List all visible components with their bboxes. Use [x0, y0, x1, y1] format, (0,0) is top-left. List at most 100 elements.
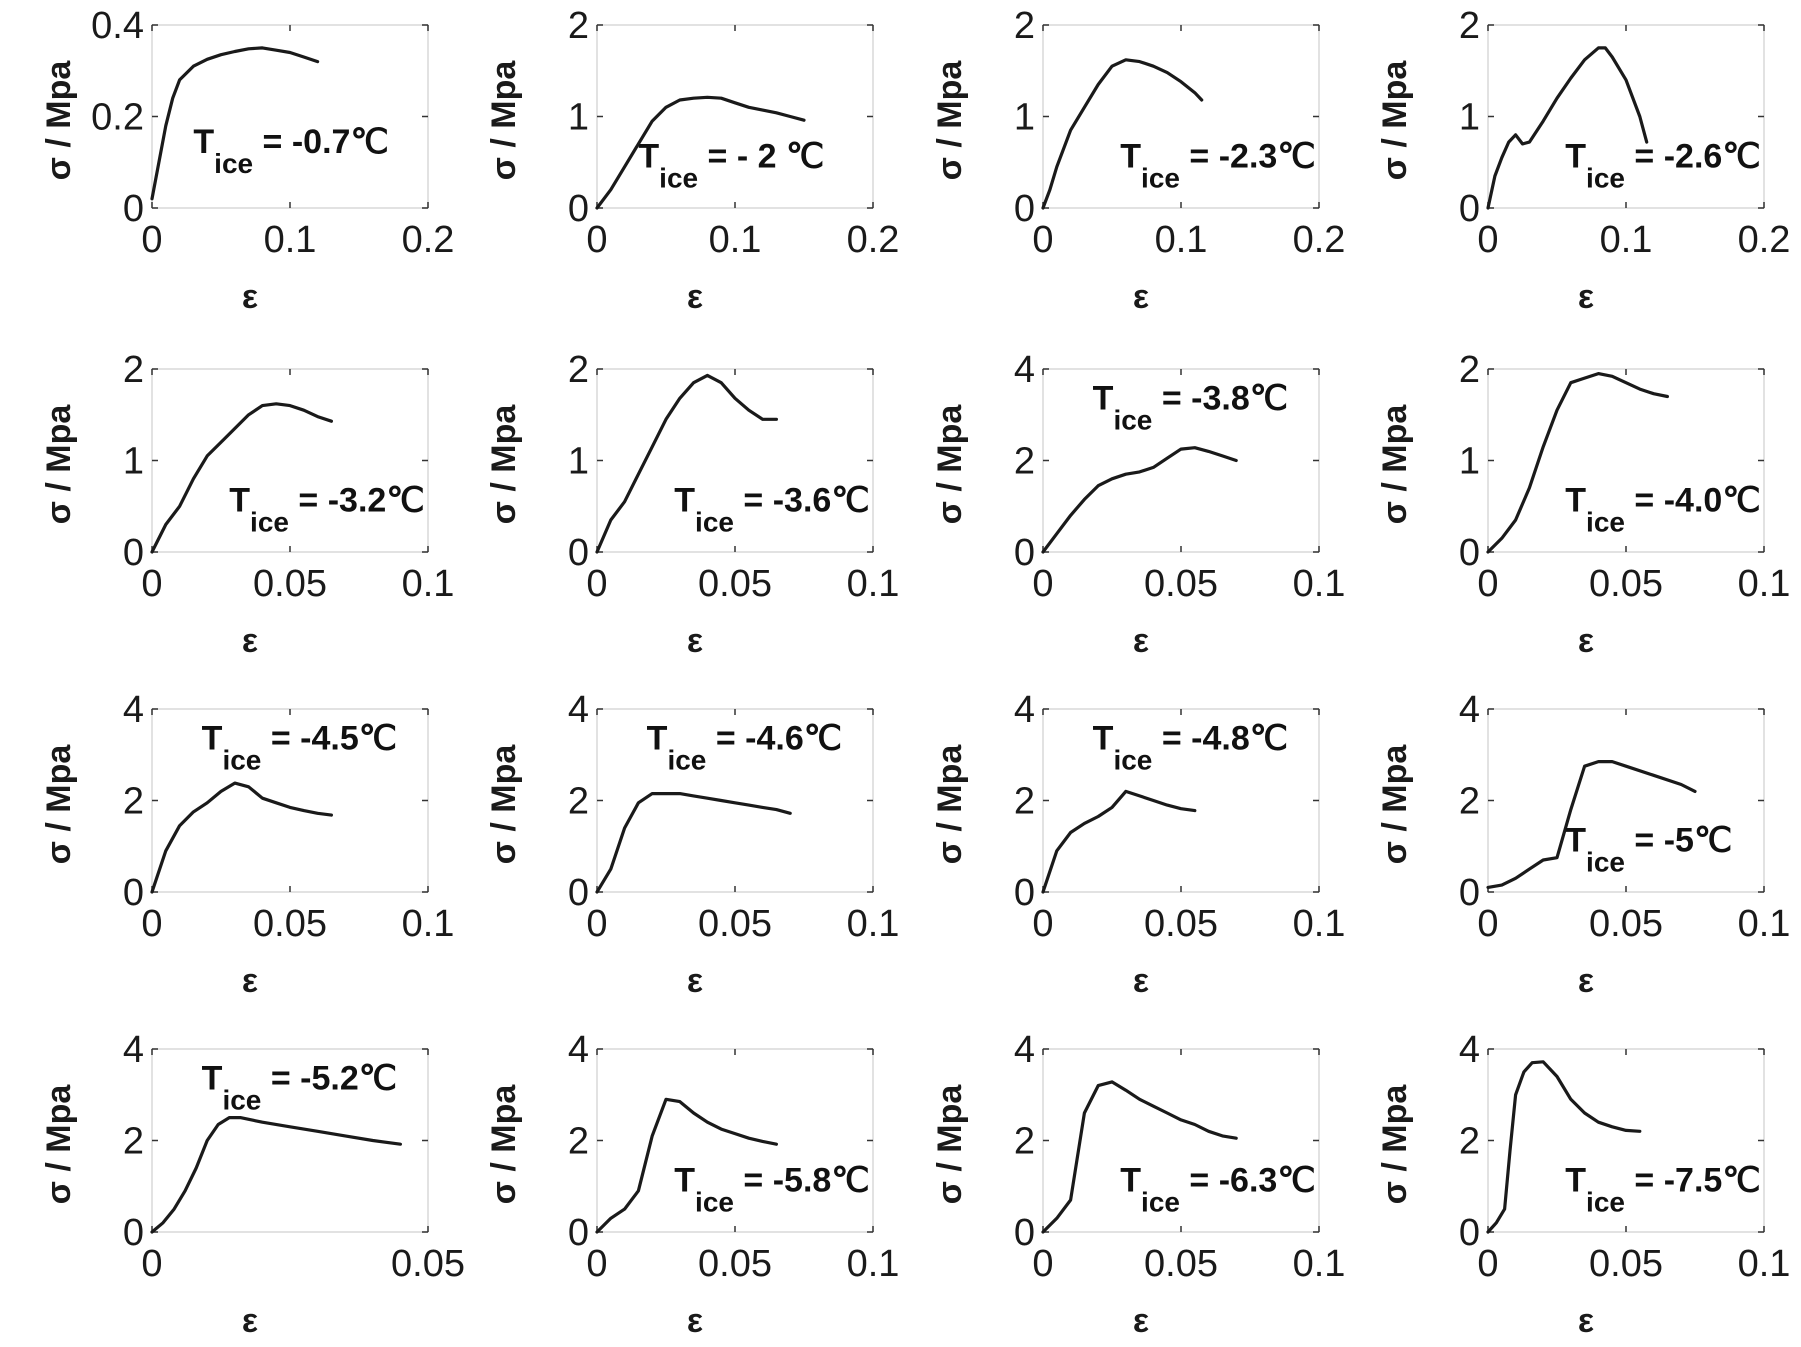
- y-tick-label: 4: [568, 1029, 589, 1071]
- x-tick-label: 0: [141, 1243, 162, 1285]
- x-tick-label: 0: [586, 563, 607, 605]
- y-axis-label: σ / Mpa: [931, 404, 969, 525]
- y-tick-label: 1: [1459, 97, 1480, 139]
- y-tick-label: 0: [1459, 872, 1480, 914]
- y-axis-label: σ / Mpa: [1376, 60, 1414, 181]
- y-tick-label: 2: [568, 1121, 589, 1163]
- y-axis-label: σ / Mpa: [1376, 1084, 1414, 1205]
- annotation-symbol: T: [647, 719, 668, 757]
- x-tick-label: 0: [1477, 219, 1498, 261]
- y-axis-label: σ / Mpa: [485, 744, 523, 865]
- x-tick-label: 0.05: [391, 1243, 465, 1285]
- temperature-annotation: Tice = -2.6℃: [1565, 138, 1760, 194]
- y-tick-label: 2: [1014, 441, 1035, 483]
- annotation-subscript: ice: [222, 1084, 261, 1115]
- x-tick-label: 0.2: [1293, 219, 1346, 261]
- annotation-subscript: ice: [1586, 1187, 1625, 1218]
- annotation-subscript: ice: [214, 148, 253, 179]
- stress-strain-curve: [150, 1115, 402, 1234]
- x-tick-label: 0.2: [402, 219, 455, 261]
- subplot-10: 0 0.05 0.1 0 2 4 ε σ / Mpa Tice = -4.6℃: [485, 689, 899, 1000]
- y-tick-label: 0: [1459, 532, 1480, 574]
- annotation-value: = -4.5℃: [261, 719, 397, 757]
- x-tick-label: 0.1: [1738, 563, 1791, 605]
- annotation-value: = -4.6℃: [706, 719, 842, 757]
- y-tick-label: 0: [1459, 188, 1480, 230]
- y-tick-label: 2: [123, 349, 144, 391]
- y-tick-label: 1: [568, 441, 589, 483]
- y-tick-label: 0: [568, 1212, 589, 1254]
- y-tick-label: 0.4: [91, 5, 144, 47]
- x-tick-label: 0: [586, 903, 607, 945]
- annotation-value: = -7.5℃: [1625, 1162, 1761, 1200]
- y-tick-label: 1: [568, 97, 589, 139]
- subplot-11: 0 0.05 0.1 0 2 4 ε σ / Mpa Tice = -4.8℃: [931, 689, 1345, 1000]
- x-tick-label: 0.1: [402, 563, 455, 605]
- y-axis-label: σ / Mpa: [40, 60, 78, 181]
- subplot-1: 0 0.1 0.2 0 0.2 0.4 ε σ / Mpa Tice = -0.7℃: [40, 5, 454, 316]
- annotation-symbol: T: [229, 482, 250, 520]
- subplot-6: 0 0.05 0.1 0 1 2 ε σ / Mpa Tice = -3.6℃: [485, 349, 899, 660]
- y-tick-label: 4: [568, 689, 589, 731]
- temperature-annotation: Tice = - 2 ℃: [638, 138, 824, 194]
- annotation-value: = -3.8℃: [1152, 379, 1288, 417]
- stress-strain-curve: [1486, 759, 1697, 890]
- temperature-annotation: Tice = -3.6℃: [674, 482, 869, 538]
- subplot-9: 0 0.05 0.1 0 2 4 ε σ / Mpa Tice = -4.5℃: [40, 689, 454, 1000]
- y-tick-label: 0: [1014, 872, 1035, 914]
- y-axis-label: σ / Mpa: [40, 744, 78, 865]
- y-axis-label: σ / Mpa: [485, 404, 523, 525]
- temperature-annotation: Tice = -4.6℃: [647, 719, 842, 775]
- x-tick-label: 0.1: [847, 903, 900, 945]
- x-tick-label: 0: [141, 563, 162, 605]
- temperature-annotation: Tice = -4.8℃: [1093, 719, 1288, 775]
- annotation-subscript: ice: [667, 744, 706, 775]
- annotation-subscript: ice: [1141, 163, 1180, 194]
- temperature-annotation: Tice = -5.8℃: [674, 1162, 869, 1218]
- x-tick-label: 0: [1477, 903, 1498, 945]
- temperature-annotation: Tice = -5℃: [1565, 822, 1732, 878]
- y-tick-label: 0: [123, 1212, 144, 1254]
- x-tick-label: 0.05: [698, 563, 772, 605]
- x-axis-label: ε: [687, 962, 703, 1000]
- annotation-subscript: ice: [1586, 847, 1625, 878]
- y-tick-label: 0: [568, 188, 589, 230]
- x-tick-label: 0.05: [1589, 563, 1663, 605]
- x-axis-label: ε: [242, 278, 258, 316]
- temperature-annotation: Tice = -0.7℃: [193, 123, 388, 179]
- annotation-subscript: ice: [1113, 744, 1152, 775]
- annotation-subscript: ice: [1141, 1187, 1180, 1218]
- annotation-value: = -3.6℃: [734, 482, 870, 520]
- x-axis-label: ε: [1133, 1302, 1149, 1340]
- y-tick-label: 0: [123, 188, 144, 230]
- y-axis-label: σ / Mpa: [931, 60, 969, 181]
- x-axis-label: ε: [1578, 962, 1594, 1000]
- x-tick-label: 0: [1032, 563, 1053, 605]
- subplot-5: 0 0.05 0.1 0 1 2 ε σ / Mpa Tice = -3.2℃: [40, 349, 454, 660]
- y-axis-label: σ / Mpa: [931, 744, 969, 865]
- x-axis-label: ε: [242, 962, 258, 1000]
- plot-frame: [1487, 368, 1765, 553]
- x-tick-label: 0.05: [698, 1243, 772, 1285]
- x-tick-label: 0: [586, 1243, 607, 1285]
- x-axis-label: ε: [1578, 278, 1594, 316]
- y-axis-label: σ / Mpa: [485, 60, 523, 181]
- subplot-16: 0 0.05 0.1 0 2 4 ε σ / Mpa Tice = -7.5℃: [1376, 1029, 1790, 1340]
- x-tick-label: 0.1: [1293, 903, 1346, 945]
- x-tick-label: 0.1: [1293, 1243, 1346, 1285]
- x-tick-label: 0.05: [1144, 563, 1218, 605]
- plot-frame: [151, 368, 429, 553]
- y-tick-label: 4: [1014, 349, 1035, 391]
- annotation-symbol: T: [1120, 1162, 1141, 1200]
- stress-strain-curve: [1486, 372, 1670, 554]
- y-tick-label: 2: [123, 781, 144, 823]
- stress-strain-curve: [150, 402, 333, 554]
- annotation-subscript: ice: [1586, 507, 1625, 538]
- x-axis-label: ε: [1578, 1302, 1594, 1340]
- y-tick-label: 0.2: [91, 97, 144, 139]
- y-tick-label: 1: [1014, 97, 1035, 139]
- annotation-subscript: ice: [695, 507, 734, 538]
- annotation-symbol: T: [1565, 138, 1586, 176]
- x-tick-label: 0: [1032, 903, 1053, 945]
- annotation-symbol: T: [202, 1059, 223, 1097]
